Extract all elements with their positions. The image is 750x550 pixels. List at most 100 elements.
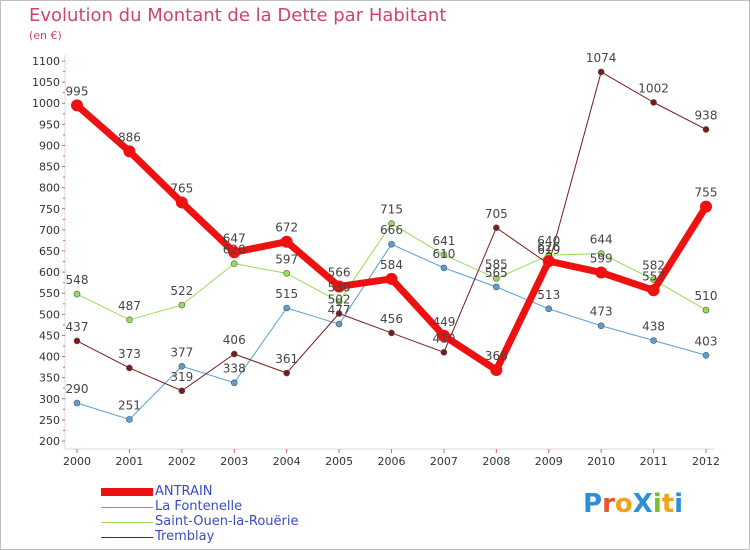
- data-point: [597, 250, 605, 257]
- data-label: 530: [328, 281, 351, 295]
- y-tick-label: 400: [39, 351, 60, 364]
- data-label: 647: [223, 231, 246, 245]
- logo-letter: i: [674, 489, 684, 519]
- data-label: 319: [170, 370, 193, 384]
- logo-letter: P: [583, 489, 603, 519]
- x-tick-label: 2010: [587, 455, 615, 468]
- data-label: 403: [695, 334, 718, 348]
- data-label: 1074: [586, 51, 617, 65]
- data-label: 522: [170, 284, 193, 298]
- y-tick-label: 800: [39, 182, 60, 195]
- data-label: 477: [328, 303, 351, 317]
- y-tick-label: 550: [39, 287, 60, 300]
- legend-swatch-la-fontenelle: [101, 507, 153, 508]
- data-point: [542, 255, 555, 268]
- logo-letter: X: [632, 489, 653, 519]
- data-point: [230, 260, 238, 267]
- data-point: [388, 240, 395, 248]
- data-label: 373: [118, 347, 141, 361]
- data-label: 626: [537, 240, 560, 254]
- data-label: 1002: [638, 81, 669, 95]
- y-tick-label: 850: [39, 161, 60, 174]
- y-tick-label: 450: [39, 329, 60, 342]
- data-point: [333, 280, 346, 293]
- data-point: [702, 351, 710, 359]
- data-point: [126, 416, 133, 423]
- data-point: [493, 224, 500, 232]
- data-point: [71, 99, 83, 112]
- y-tick-label: 300: [39, 393, 60, 406]
- data-label: 361: [275, 352, 298, 366]
- data-point: [545, 305, 553, 313]
- logo-letter: r: [602, 489, 615, 519]
- data-label: 599: [590, 252, 613, 266]
- y-tick-label: 750: [39, 203, 60, 216]
- chart-title: Evolution du Montant de la Dette par Hab…: [29, 5, 447, 26]
- logo-letter: t: [661, 489, 675, 519]
- logo-letter: i: [652, 489, 662, 519]
- data-point: [175, 196, 188, 209]
- y-tick-label: 1000: [32, 97, 60, 110]
- data-label: 640: [537, 234, 560, 248]
- legend-swatch-antrain: [101, 488, 153, 496]
- legend-label-saint-ouen: Saint-Ouen-la-Rouërie: [155, 514, 299, 529]
- data-point: [230, 379, 238, 387]
- data-point: [647, 284, 660, 297]
- y-tick-label: 350: [39, 372, 60, 385]
- data-point: [650, 337, 657, 344]
- x-tick-label: 2005: [325, 455, 353, 468]
- data-label: 644: [590, 233, 613, 247]
- data-point: [650, 99, 657, 106]
- data-point: [228, 246, 241, 259]
- legend-label-la-fontenelle: La Fontenelle: [155, 499, 243, 514]
- data-label: 406: [223, 333, 246, 347]
- y-tick-label: 600: [39, 266, 60, 279]
- data-label: 565: [485, 266, 508, 280]
- data-point: [595, 266, 608, 279]
- data-point: [126, 364, 133, 372]
- data-label: 438: [642, 320, 665, 334]
- data-label: 715: [380, 203, 403, 217]
- data-point: [230, 350, 238, 358]
- data-point: [335, 320, 343, 328]
- y-tick-label: 1050: [32, 76, 60, 89]
- data-point: [280, 235, 293, 248]
- data-point: [283, 270, 290, 277]
- data-point: [493, 283, 500, 291]
- data-label: 456: [380, 312, 403, 326]
- legend-label-tremblay: Tremblay: [155, 529, 215, 544]
- data-label: 251: [118, 398, 141, 412]
- data-label: 597: [275, 252, 298, 266]
- data-label: 886: [118, 130, 141, 144]
- data-label: 338: [223, 362, 246, 376]
- x-tick-label: 2006: [378, 455, 406, 468]
- data-label: 487: [118, 299, 141, 313]
- data-label: 410: [432, 331, 455, 345]
- legend-swatch-tremblay: [101, 537, 153, 538]
- x-tick-label: 2008: [482, 455, 510, 468]
- data-label: 584: [380, 258, 403, 272]
- data-label: 610: [432, 247, 455, 261]
- data-label: 502: [328, 292, 351, 306]
- data-point: [178, 301, 186, 309]
- data-point: [178, 362, 186, 370]
- data-label: 368: [485, 349, 508, 363]
- data-point: [700, 200, 712, 213]
- data-point: [493, 275, 500, 282]
- y-tick-label: 950: [39, 118, 60, 131]
- y-tick-label: 200: [39, 435, 60, 448]
- y-tick-label: 1100: [32, 55, 60, 68]
- data-point: [597, 322, 605, 330]
- data-point: [178, 387, 186, 395]
- x-tick-label: 2001: [115, 455, 143, 468]
- data-point: [388, 220, 395, 227]
- data-point: [335, 298, 343, 305]
- data-point: [73, 290, 81, 298]
- data-label: 619: [537, 243, 560, 257]
- data-label: 765: [170, 181, 193, 195]
- data-point: [437, 329, 450, 342]
- logo-letter: o: [614, 489, 633, 519]
- x-tick-label: 2002: [168, 455, 196, 468]
- data-label: 641: [432, 234, 455, 248]
